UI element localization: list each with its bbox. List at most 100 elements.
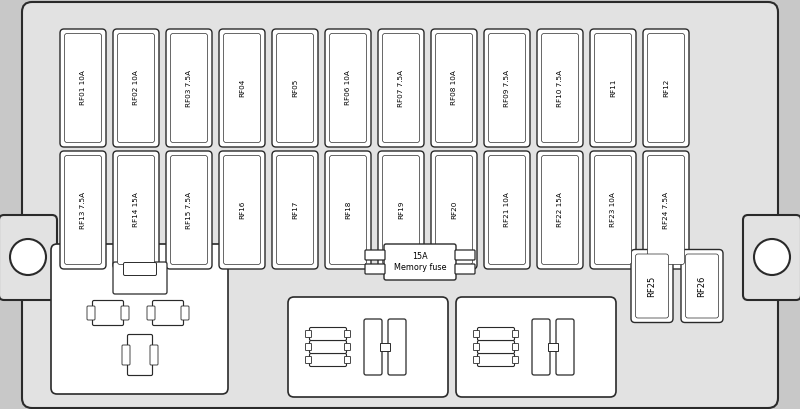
FancyBboxPatch shape xyxy=(118,34,154,142)
FancyBboxPatch shape xyxy=(686,254,718,318)
FancyBboxPatch shape xyxy=(590,151,636,269)
Text: RF26: RF26 xyxy=(698,275,706,297)
FancyBboxPatch shape xyxy=(365,264,385,274)
Text: RF24 7.5A: RF24 7.5A xyxy=(663,191,669,229)
Text: RF25: RF25 xyxy=(647,275,657,297)
FancyBboxPatch shape xyxy=(330,34,366,142)
FancyBboxPatch shape xyxy=(513,357,518,364)
FancyBboxPatch shape xyxy=(60,151,106,269)
FancyBboxPatch shape xyxy=(378,151,424,269)
Circle shape xyxy=(754,239,790,275)
FancyBboxPatch shape xyxy=(345,357,350,364)
FancyBboxPatch shape xyxy=(153,301,183,326)
Text: RF10 7.5A: RF10 7.5A xyxy=(557,70,563,107)
Text: 15A
Memory fuse: 15A Memory fuse xyxy=(394,252,446,272)
FancyBboxPatch shape xyxy=(310,328,346,341)
FancyBboxPatch shape xyxy=(478,341,514,353)
FancyBboxPatch shape xyxy=(219,151,265,269)
FancyBboxPatch shape xyxy=(87,306,95,320)
FancyBboxPatch shape xyxy=(170,34,207,142)
FancyBboxPatch shape xyxy=(474,344,479,351)
FancyBboxPatch shape xyxy=(93,301,123,326)
FancyBboxPatch shape xyxy=(435,34,473,142)
FancyBboxPatch shape xyxy=(489,34,526,142)
FancyBboxPatch shape xyxy=(325,29,371,147)
FancyBboxPatch shape xyxy=(474,330,479,337)
FancyBboxPatch shape xyxy=(306,330,311,337)
FancyBboxPatch shape xyxy=(513,330,518,337)
FancyBboxPatch shape xyxy=(277,155,314,265)
FancyBboxPatch shape xyxy=(643,151,689,269)
FancyBboxPatch shape xyxy=(65,34,102,142)
FancyBboxPatch shape xyxy=(455,264,475,274)
FancyBboxPatch shape xyxy=(378,29,424,147)
FancyBboxPatch shape xyxy=(590,29,636,147)
FancyBboxPatch shape xyxy=(643,29,689,147)
FancyBboxPatch shape xyxy=(325,151,371,269)
FancyBboxPatch shape xyxy=(345,330,350,337)
Text: RF17: RF17 xyxy=(292,201,298,219)
Bar xyxy=(380,343,390,351)
FancyBboxPatch shape xyxy=(181,306,189,320)
Text: RF12: RF12 xyxy=(663,79,669,97)
Text: RF21 10A: RF21 10A xyxy=(504,193,510,227)
FancyBboxPatch shape xyxy=(288,297,448,397)
FancyBboxPatch shape xyxy=(166,29,212,147)
Text: RF16: RF16 xyxy=(239,201,245,219)
Text: RF07 7.5A: RF07 7.5A xyxy=(398,70,404,107)
FancyBboxPatch shape xyxy=(681,249,723,323)
FancyBboxPatch shape xyxy=(431,29,477,147)
FancyBboxPatch shape xyxy=(65,155,102,265)
FancyBboxPatch shape xyxy=(306,357,311,364)
FancyBboxPatch shape xyxy=(542,34,578,142)
FancyBboxPatch shape xyxy=(489,155,526,265)
Text: RF22 15A: RF22 15A xyxy=(557,193,563,227)
FancyBboxPatch shape xyxy=(594,155,631,265)
FancyBboxPatch shape xyxy=(147,306,155,320)
FancyBboxPatch shape xyxy=(478,328,514,341)
Text: RF02 10A: RF02 10A xyxy=(133,71,139,106)
FancyBboxPatch shape xyxy=(113,262,167,294)
FancyBboxPatch shape xyxy=(219,29,265,147)
FancyBboxPatch shape xyxy=(127,335,153,375)
FancyBboxPatch shape xyxy=(223,155,261,265)
FancyBboxPatch shape xyxy=(388,319,406,375)
Text: RF04: RF04 xyxy=(239,79,245,97)
FancyBboxPatch shape xyxy=(513,344,518,351)
Text: RF11: RF11 xyxy=(610,79,616,97)
Text: RF09 7.5A: RF09 7.5A xyxy=(504,70,510,107)
FancyBboxPatch shape xyxy=(60,29,106,147)
Text: RF13 7.5A: RF13 7.5A xyxy=(80,191,86,229)
FancyBboxPatch shape xyxy=(484,29,530,147)
FancyBboxPatch shape xyxy=(647,34,685,142)
FancyBboxPatch shape xyxy=(118,155,154,265)
FancyBboxPatch shape xyxy=(113,151,159,269)
Text: RF23 10A: RF23 10A xyxy=(610,193,616,227)
FancyBboxPatch shape xyxy=(0,215,57,300)
Text: RF05: RF05 xyxy=(292,79,298,97)
FancyBboxPatch shape xyxy=(364,319,382,375)
FancyBboxPatch shape xyxy=(647,155,685,265)
FancyBboxPatch shape xyxy=(431,151,477,269)
FancyBboxPatch shape xyxy=(455,250,475,260)
Text: RF06 10A: RF06 10A xyxy=(345,71,351,106)
FancyBboxPatch shape xyxy=(51,244,228,394)
Bar xyxy=(548,343,558,351)
FancyBboxPatch shape xyxy=(22,2,778,408)
FancyBboxPatch shape xyxy=(631,249,673,323)
FancyBboxPatch shape xyxy=(223,34,261,142)
FancyBboxPatch shape xyxy=(478,353,514,366)
FancyBboxPatch shape xyxy=(537,151,583,269)
FancyBboxPatch shape xyxy=(310,353,346,366)
FancyBboxPatch shape xyxy=(556,319,574,375)
FancyBboxPatch shape xyxy=(365,250,385,260)
FancyBboxPatch shape xyxy=(330,155,366,265)
FancyBboxPatch shape xyxy=(150,345,158,365)
FancyBboxPatch shape xyxy=(272,29,318,147)
FancyBboxPatch shape xyxy=(484,151,530,269)
FancyBboxPatch shape xyxy=(532,319,550,375)
FancyBboxPatch shape xyxy=(277,34,314,142)
Text: RF14 15A: RF14 15A xyxy=(133,193,139,227)
FancyBboxPatch shape xyxy=(537,29,583,147)
FancyBboxPatch shape xyxy=(382,155,419,265)
